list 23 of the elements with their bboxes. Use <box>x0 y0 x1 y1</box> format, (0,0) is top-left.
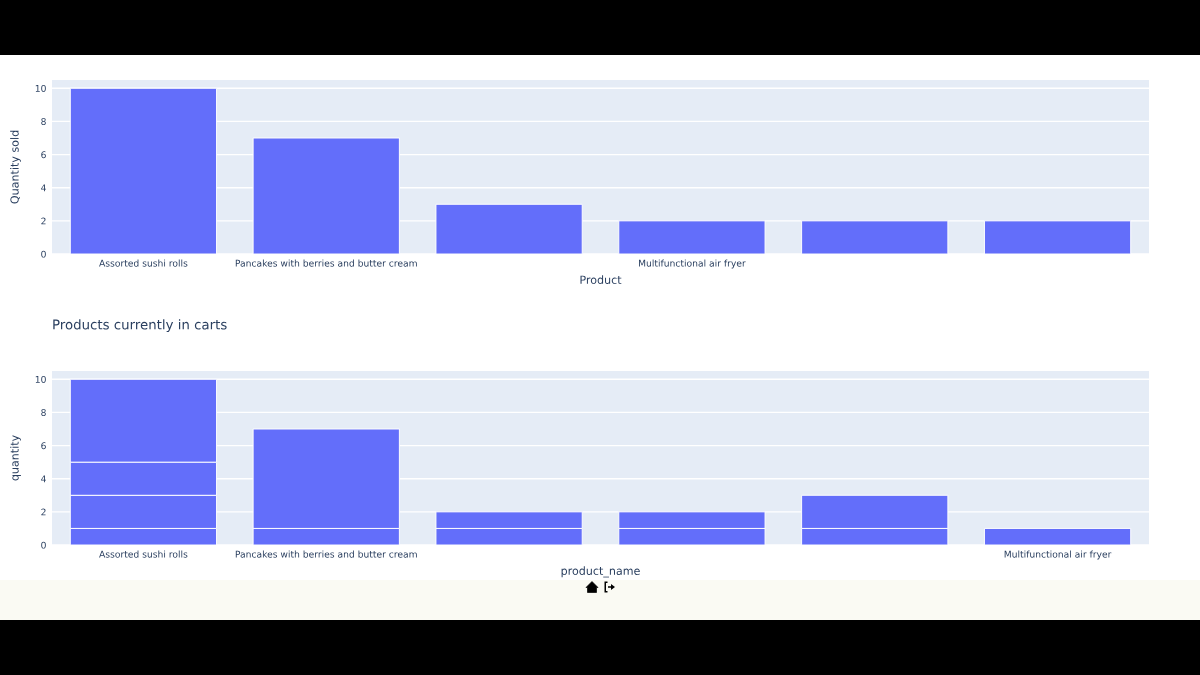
y-tick-label: 4 <box>41 184 46 192</box>
y-tick-label: 4 <box>41 475 46 483</box>
y-tick-label: 0 <box>41 250 46 258</box>
y-tick-label: 8 <box>41 118 46 126</box>
x-tick-label: Pancakes with berries and butter cream <box>235 550 417 558</box>
x-tick-label: Assorted sushi rolls <box>99 259 188 267</box>
y-tick-label: 10 <box>35 84 46 92</box>
y-tick-label: 10 <box>35 375 46 383</box>
x-tick-label: Multifunctional air fryer <box>1004 550 1112 560</box>
x-axis-title: Product <box>580 275 622 284</box>
y-axis-title: quantity <box>10 435 21 481</box>
y-tick-label: 8 <box>41 409 46 417</box>
x-tick-label: Pancakes with berries and butter cream <box>235 259 417 267</box>
y-tick-label: 6 <box>41 442 46 450</box>
chart-title: Products currently in carts <box>53 319 227 333</box>
y-axis-title: Quantity sold <box>10 130 21 204</box>
y-tick-label: 6 <box>41 151 46 159</box>
x-tick-label: Multifunctional air fryer <box>639 259 746 269</box>
y-tick-label: 2 <box>41 217 46 225</box>
x-axis-title: product_name <box>561 566 640 578</box>
y-tick-label: 0 <box>41 541 46 549</box>
x-tick-label: Assorted sushi rolls <box>99 550 188 558</box>
y-tick-label: 2 <box>41 508 46 516</box>
